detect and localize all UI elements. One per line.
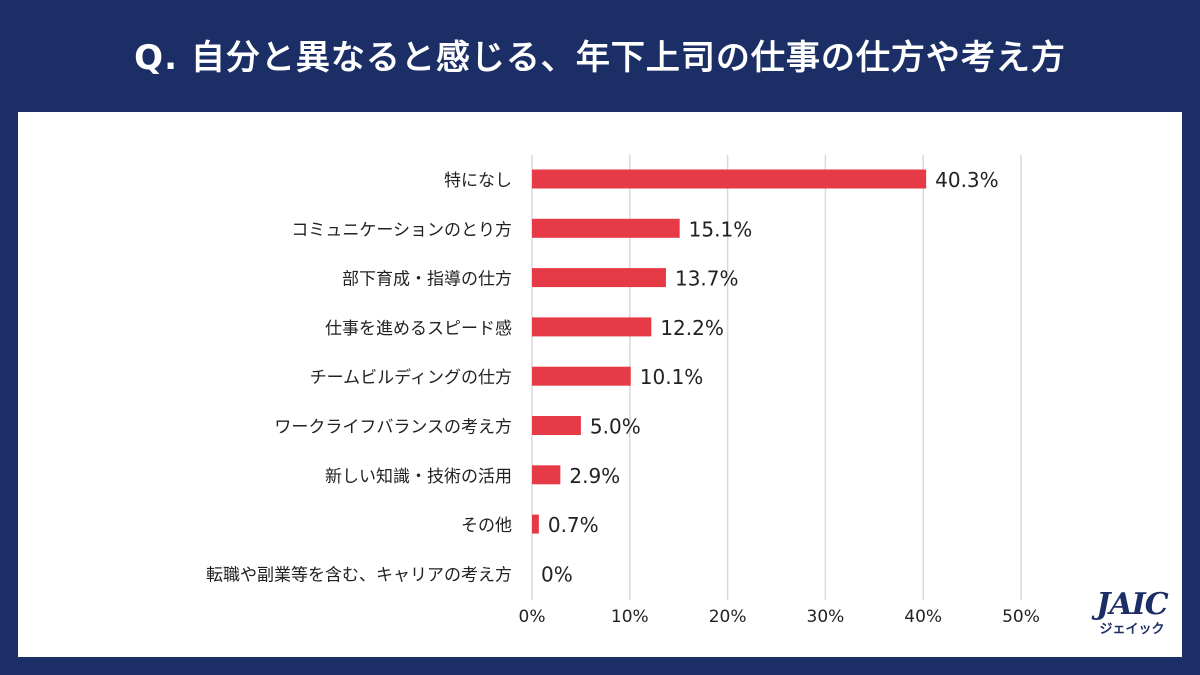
value-label: 0%: [541, 562, 573, 586]
logo-subtext: ジェイック: [1099, 622, 1165, 637]
bar: [532, 366, 631, 386]
category-label: 新しい知識・技術の活用: [325, 467, 512, 487]
x-tick-label: 30%: [807, 607, 845, 627]
bar: [532, 268, 666, 288]
category-label: 特になし: [444, 171, 512, 191]
value-label: 13.7%: [675, 267, 739, 291]
category-label: コミュニケーションのとり方: [291, 220, 512, 240]
value-label: 0.7%: [548, 513, 599, 537]
bar: [532, 514, 539, 534]
category-label: チームビルディングの仕方: [310, 367, 512, 388]
value-label: 40.3%: [935, 168, 999, 192]
category-label: ワークライフバランスの考え方: [274, 418, 512, 438]
x-tick-label: 50%: [1002, 607, 1040, 627]
value-label: 5.0%: [590, 415, 641, 439]
jaic-logo: JAIC ジェイック: [1092, 588, 1172, 648]
value-label: 2.9%: [569, 464, 620, 488]
bar: [532, 416, 581, 435]
x-tick-label: 0%: [519, 607, 546, 627]
bar: [532, 218, 680, 238]
category-label: 仕事を進めるスピード感: [325, 319, 512, 339]
x-tick-label: 20%: [709, 607, 747, 627]
value-label: 12.2%: [660, 316, 724, 340]
category-label: 部下育成・指導の仕方: [342, 270, 512, 290]
bar: [532, 465, 561, 485]
bar: [532, 317, 652, 337]
value-label: 10.1%: [640, 365, 704, 389]
chart-title: Q. 自分と異なると感じる、年下上司の仕事の仕方や考え方: [134, 38, 1066, 78]
logo-mark: JAIC: [1096, 587, 1168, 622]
category-label: その他: [461, 516, 512, 536]
value-label: 15.1%: [689, 217, 753, 241]
x-tick-label: 40%: [904, 607, 942, 627]
category-label: 転職や副業等を含む、キャリアの考え方: [206, 565, 512, 585]
x-tick-label: 10%: [611, 607, 649, 627]
bar: [532, 169, 927, 189]
